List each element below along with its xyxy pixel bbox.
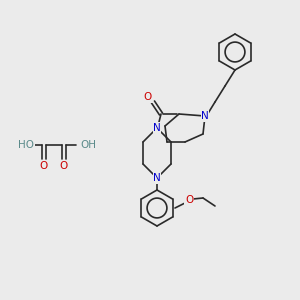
Text: N: N [201,111,209,121]
Text: O: O [40,161,48,171]
Text: OH: OH [80,140,96,150]
Text: N: N [153,123,161,133]
Text: O: O [144,92,152,102]
Text: N: N [153,173,161,183]
Text: O: O [60,161,68,171]
Text: O: O [185,195,193,205]
Text: HO: HO [18,140,34,150]
